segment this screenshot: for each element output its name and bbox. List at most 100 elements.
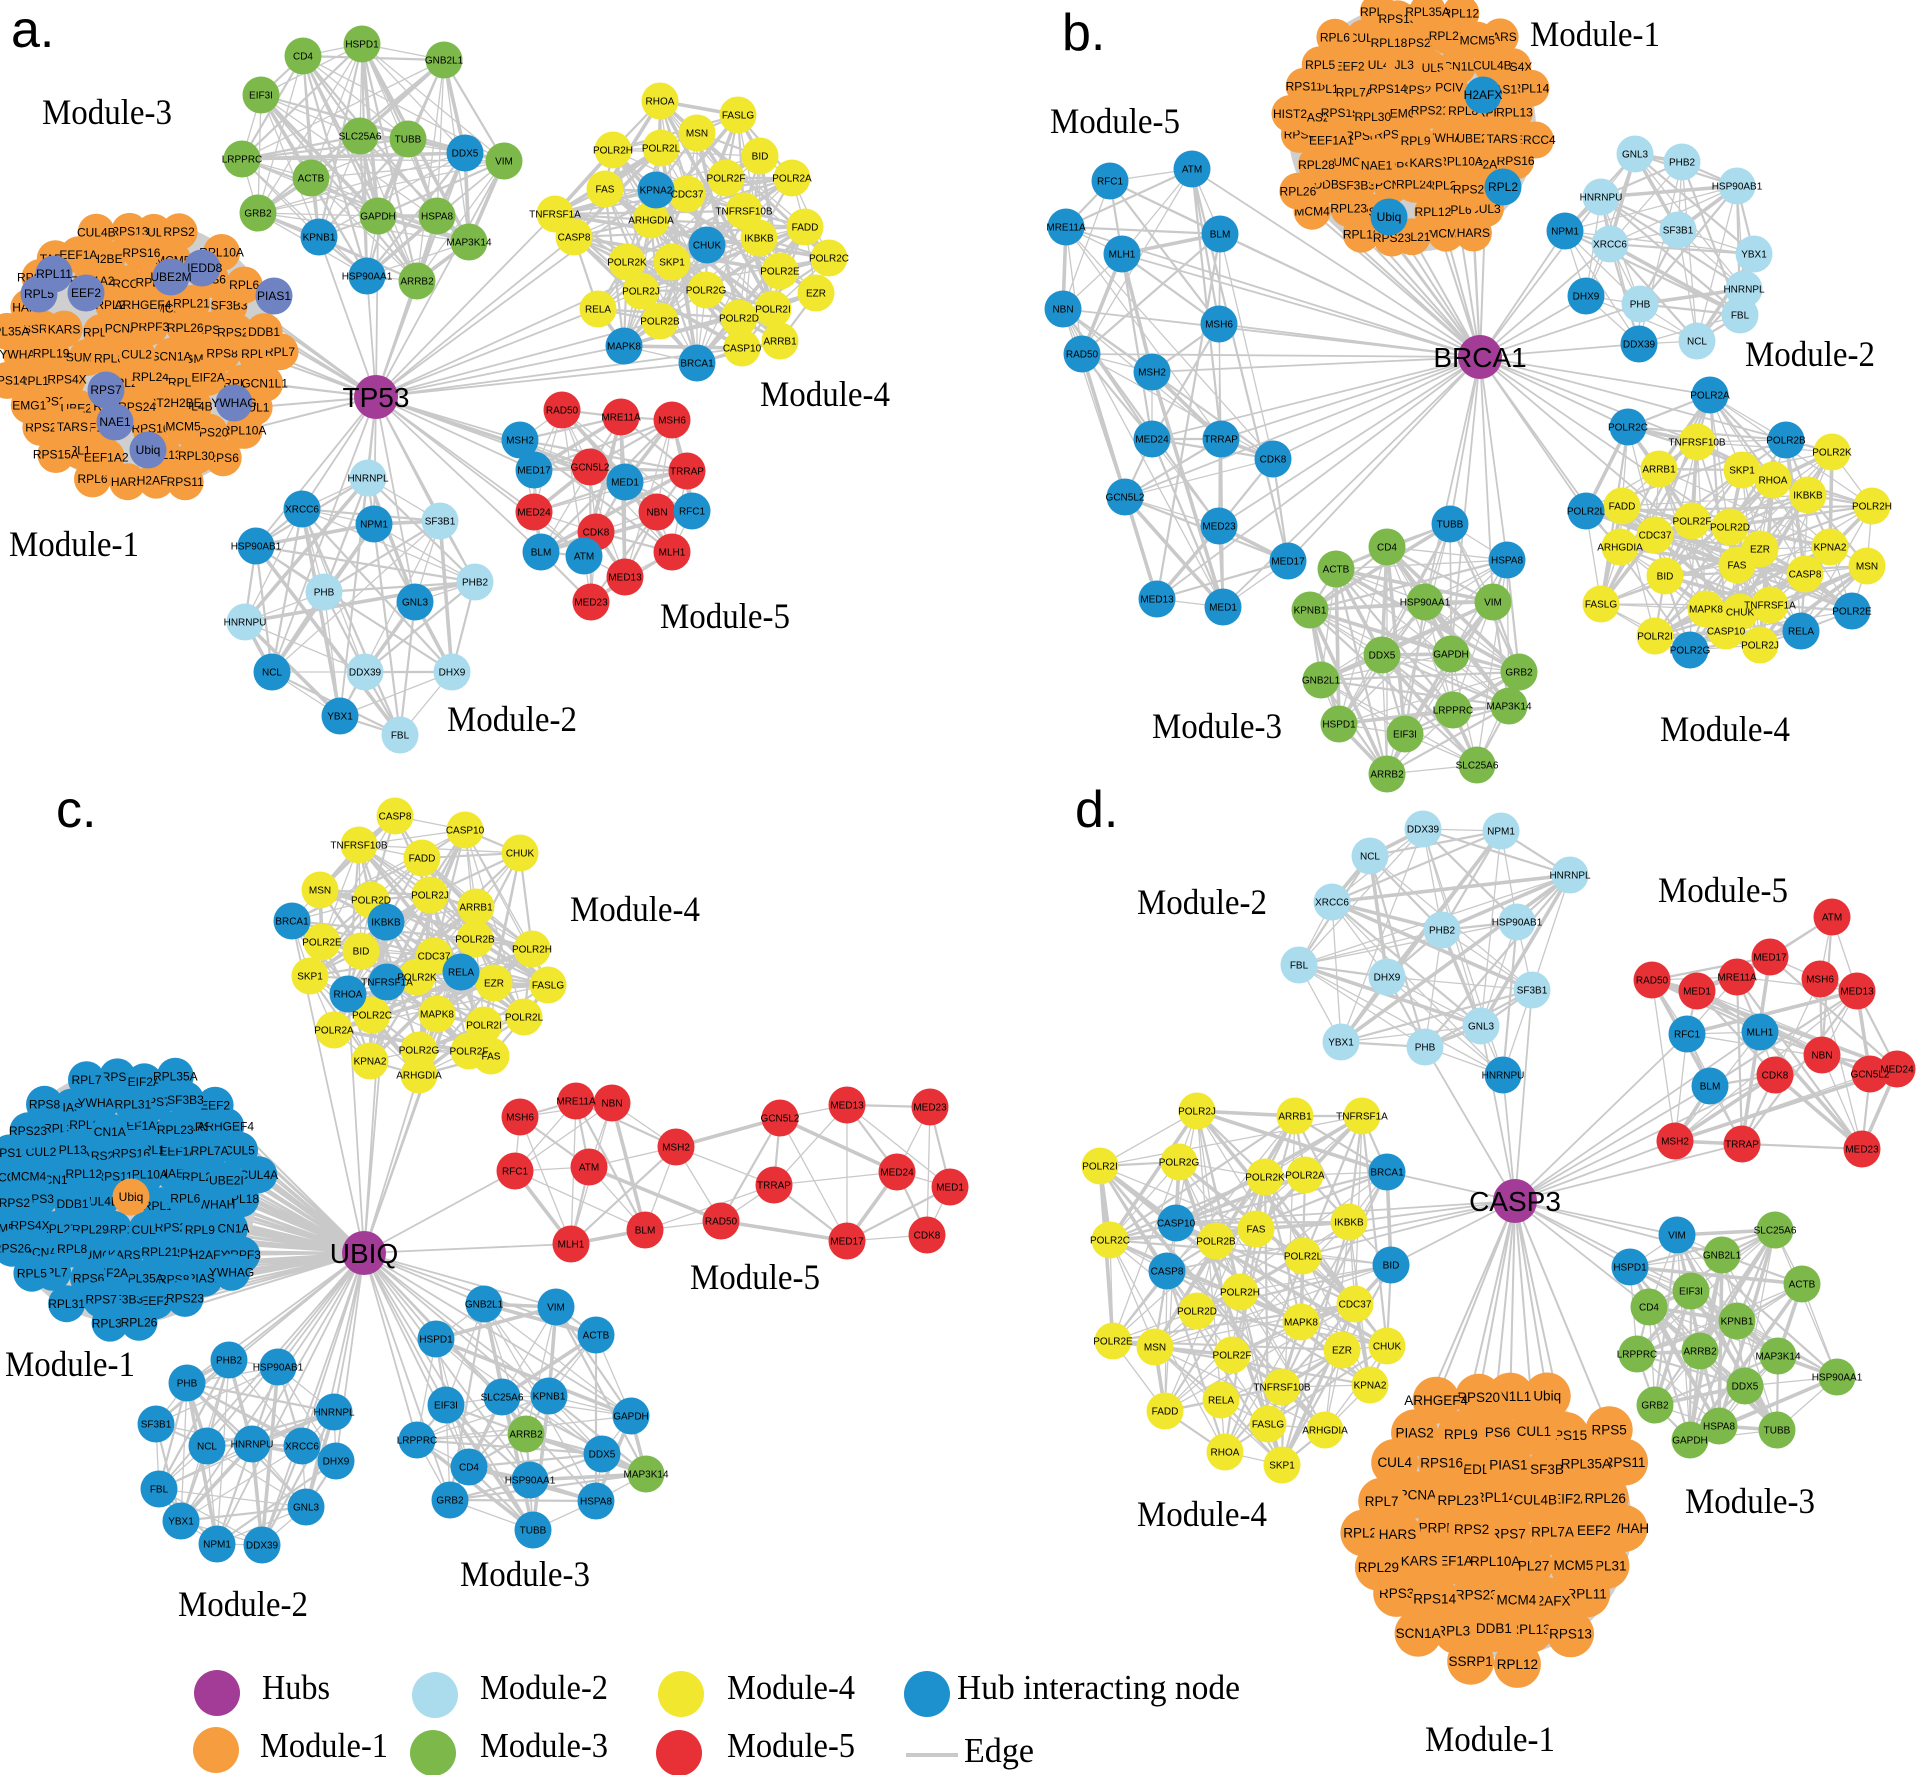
- svg-text:RPS3: RPS3: [1379, 1586, 1414, 1601]
- svg-text:KPNA2: KPNA2: [1814, 543, 1847, 554]
- svg-text:CHUK: CHUK: [506, 849, 535, 860]
- svg-text:RPS23: RPS23: [9, 1124, 47, 1138]
- svg-text:ERCC4: ERCC4: [1515, 133, 1556, 147]
- svg-text:EIF3I: EIF3I: [249, 91, 273, 102]
- svg-text:CHUK: CHUK: [1726, 608, 1755, 619]
- svg-text:PHB: PHB: [1630, 300, 1651, 311]
- svg-text:POLR2C: POLR2C: [809, 254, 849, 265]
- svg-text:POLR2A: POLR2A: [1285, 1171, 1325, 1182]
- svg-text:FAS: FAS: [596, 185, 615, 196]
- svg-text:POLR2C: POLR2C: [1090, 1236, 1130, 1247]
- svg-text:FAS: FAS: [482, 1052, 501, 1063]
- svg-text:CASP8: CASP8: [1789, 570, 1822, 581]
- svg-text:RPL26: RPL26: [121, 1316, 158, 1330]
- svg-text:RHOA: RHOA: [1211, 1448, 1240, 1459]
- svg-text:Ubiq: Ubiq: [1533, 1389, 1561, 1404]
- svg-text:HSP90AA1: HSP90AA1: [342, 272, 393, 283]
- svg-text:SF3B1: SF3B1: [1663, 226, 1694, 237]
- svg-text:MED13: MED13: [1840, 987, 1874, 998]
- svg-text:VIM: VIM: [1668, 1231, 1686, 1242]
- svg-text:EIF2A: EIF2A: [128, 1075, 161, 1089]
- svg-text:CUL2: CUL2: [26, 1145, 57, 1159]
- svg-text:MED17: MED17: [1753, 953, 1787, 964]
- svg-text:MCM5: MCM5: [1460, 33, 1496, 47]
- svg-text:FADD: FADD: [792, 223, 819, 234]
- svg-text:KARS: KARS: [48, 322, 81, 336]
- svg-text:ARRB2: ARRB2: [509, 1430, 543, 1441]
- svg-text:Module-1: Module-1: [1425, 1719, 1555, 1759]
- svg-text:EIF3I: EIF3I: [1393, 730, 1417, 741]
- svg-text:PHB: PHB: [314, 588, 335, 599]
- svg-text:POLR2H: POLR2H: [1852, 502, 1892, 513]
- svg-text:DDB1: DDB1: [1476, 1621, 1512, 1636]
- svg-text:PHB2: PHB2: [462, 578, 489, 589]
- svg-text:RPS2: RPS2: [25, 421, 57, 435]
- svg-text:KARS: KARS: [1401, 1554, 1438, 1569]
- svg-text:DDX39: DDX39: [1407, 825, 1440, 836]
- svg-text:RPL8: RPL8: [94, 351, 124, 365]
- svg-text:CASP10: CASP10: [723, 344, 762, 355]
- svg-text:SF3B3: SF3B3: [1338, 179, 1375, 193]
- svg-text:HNRNPL: HNRNPL: [1549, 871, 1591, 882]
- svg-text:NBN: NBN: [646, 508, 667, 519]
- svg-text:Module-4: Module-4: [570, 889, 700, 929]
- svg-text:HNRNPU: HNRNPU: [224, 618, 267, 629]
- svg-text:EEF1A1: EEF1A1: [1309, 134, 1354, 148]
- svg-text:SF3B1: SF3B1: [141, 1420, 172, 1431]
- svg-text:RPL10A: RPL10A: [1438, 155, 1483, 169]
- svg-text:HSP90AA1: HSP90AA1: [1812, 1373, 1863, 1384]
- svg-text:MED1: MED1: [611, 478, 639, 489]
- svg-text:RPS26: RPS26: [0, 1241, 31, 1255]
- svg-text:CUL1: CUL1: [1517, 1424, 1552, 1439]
- svg-text:TRRAP: TRRAP: [1725, 1140, 1759, 1151]
- svg-text:MAPK8: MAPK8: [1284, 1318, 1318, 1329]
- svg-text:RPL24: RPL24: [132, 370, 169, 384]
- svg-text:SF3B3: SF3B3: [1530, 1462, 1571, 1477]
- svg-text:VIM: VIM: [1484, 598, 1502, 609]
- svg-text:YBX1: YBX1: [1741, 250, 1767, 261]
- svg-text:KPNA2: KPNA2: [1354, 1381, 1387, 1392]
- svg-text:MCM4: MCM4: [11, 1170, 47, 1184]
- svg-text:POLR2K: POLR2K: [1812, 448, 1852, 459]
- svg-text:SSRP1: SSRP1: [1449, 1654, 1493, 1669]
- svg-text:DHX9: DHX9: [1374, 973, 1401, 984]
- svg-text:FADD: FADD: [1609, 502, 1636, 513]
- svg-text:RPS16: RPS16: [1497, 154, 1535, 168]
- svg-text:Module-5: Module-5: [1050, 101, 1180, 141]
- svg-text:ARHGDIA: ARHGDIA: [628, 216, 674, 227]
- svg-text:HSPA8: HSPA8: [421, 212, 453, 223]
- svg-text:TARS: TARS: [57, 420, 88, 434]
- svg-text:EEF1A2: EEF1A2: [1430, 1554, 1480, 1569]
- svg-text:RPL21: RPL21: [1429, 29, 1466, 43]
- svg-text:MRE11A: MRE11A: [556, 1097, 596, 1108]
- svg-text:RPS20: RPS20: [1457, 1390, 1500, 1405]
- svg-text:MRE11A: MRE11A: [1717, 973, 1757, 984]
- svg-text:EIF2A: EIF2A: [1552, 1492, 1590, 1507]
- svg-text:RPS14: RPS14: [1369, 82, 1407, 96]
- svg-text:FASLG: FASLG: [1585, 600, 1617, 611]
- svg-text:RPL35A: RPL35A: [1405, 5, 1450, 19]
- svg-text:HSP90AB1: HSP90AB1: [253, 1363, 304, 1374]
- svg-text:RAD50: RAD50: [1066, 350, 1099, 361]
- svg-text:FADD: FADD: [1152, 1407, 1179, 1418]
- svg-text:MED23: MED23: [574, 598, 608, 609]
- svg-text:RPL30: RPL30: [1354, 110, 1391, 124]
- svg-text:CUL1: CUL1: [132, 1223, 163, 1237]
- svg-text:HSPD1: HSPD1: [345, 40, 379, 51]
- svg-text:RPS15A: RPS15A: [33, 448, 79, 462]
- svg-text:GCN5L2: GCN5L2: [1106, 493, 1145, 504]
- svg-text:ARHGDIA: ARHGDIA: [1597, 543, 1643, 554]
- svg-text:HSPA8: HSPA8: [1491, 556, 1523, 567]
- svg-text:UBE2I: UBE2I: [209, 1174, 244, 1188]
- svg-text:RPS2: RPS2: [163, 225, 195, 239]
- svg-text:RPL7A: RPL7A: [1531, 1525, 1574, 1540]
- svg-text:RHOA: RHOA: [646, 97, 675, 108]
- svg-text:KARS: KARS: [1410, 156, 1443, 170]
- svg-text:EIF3I: EIF3I: [434, 1401, 458, 1412]
- svg-text:CDK8: CDK8: [914, 1231, 941, 1242]
- svg-text:TUBB: TUBB: [1764, 1426, 1791, 1437]
- svg-text:FASLG: FASLG: [532, 981, 564, 992]
- svg-text:KPNB1: KPNB1: [1294, 606, 1327, 617]
- svg-text:XRCC6: XRCC6: [1593, 240, 1627, 251]
- svg-text:MAP3K14: MAP3K14: [446, 238, 491, 249]
